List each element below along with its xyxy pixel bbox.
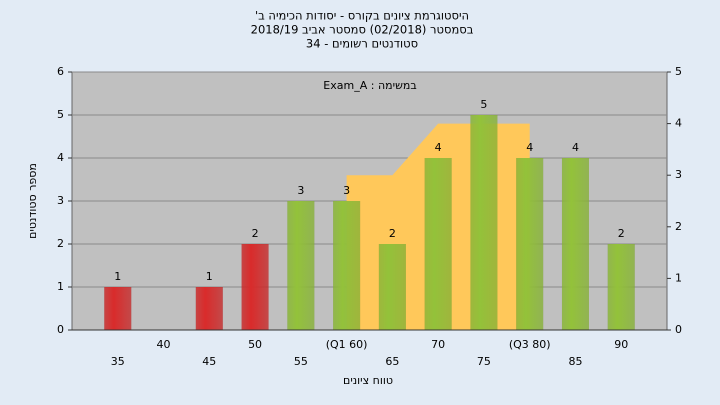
x-tick-label: 55 <box>294 355 308 368</box>
x-axis-title: טווח ציונים <box>343 374 393 387</box>
value-label: 3 <box>343 184 350 197</box>
x-tick-label: 90 <box>614 338 628 351</box>
bar <box>424 158 452 330</box>
value-label: 3 <box>297 184 304 197</box>
chart-subtitle: בסמסטר (02/2018) סמסטר אביב 2018/19 <box>251 23 474 37</box>
value-label: 5 <box>480 98 487 111</box>
y2-tick-label: 1 <box>675 271 682 284</box>
x-tick-label: 85 <box>568 355 582 368</box>
value-label: 4 <box>435 141 442 154</box>
x-tick-label: 50 <box>248 338 262 351</box>
y-tick-label: 0 <box>57 323 64 336</box>
x-tick-label: (Q3 80) <box>509 338 551 351</box>
bar <box>195 287 223 330</box>
y2-tick-label: 2 <box>675 220 682 233</box>
bar <box>378 244 406 330</box>
bar <box>287 201 315 330</box>
x-tick-label: 70 <box>431 338 445 351</box>
bar <box>333 201 361 330</box>
bar <box>516 158 544 330</box>
bar <box>241 244 269 330</box>
y2-tick-label: 4 <box>675 117 682 130</box>
y-tick-label: 5 <box>57 108 64 121</box>
value-label: 4 <box>526 141 533 154</box>
y-tick-label: 2 <box>57 237 64 250</box>
annotation: במשימה : Exam_A <box>323 79 416 92</box>
bar <box>104 287 132 330</box>
value-label: 2 <box>618 227 625 240</box>
x-tick-label: 75 <box>477 355 491 368</box>
bar <box>561 158 589 330</box>
value-label: 2 <box>252 227 259 240</box>
y2-tick-label: 5 <box>675 65 682 78</box>
y-tick-label: 4 <box>57 151 64 164</box>
bar <box>470 115 498 330</box>
y-tick-label: 1 <box>57 280 64 293</box>
y-tick-label: 6 <box>57 65 64 78</box>
x-tick-label: 45 <box>202 355 216 368</box>
value-label: 4 <box>572 141 579 154</box>
y2-tick-label: 3 <box>675 168 682 181</box>
x-tick-label: 40 <box>157 338 171 351</box>
chart-title: היסטוגרמת ציונים בקורס - יסודות הכימיה ב… <box>255 9 469 23</box>
x-tick-label: (Q1 60) <box>326 338 368 351</box>
chart-subtitle: סטודנטים רשומים - 34 <box>306 37 418 51</box>
y-tick-label: 3 <box>57 194 64 207</box>
value-label: 1 <box>206 270 213 283</box>
y-axis-title: מספר סטודנטים <box>26 163 39 239</box>
y2-tick-label: 0 <box>675 323 682 336</box>
x-tick-label: 35 <box>111 355 125 368</box>
value-label: 2 <box>389 227 396 240</box>
x-tick-label: 65 <box>385 355 399 368</box>
value-label: 1 <box>114 270 121 283</box>
bar <box>607 244 635 330</box>
